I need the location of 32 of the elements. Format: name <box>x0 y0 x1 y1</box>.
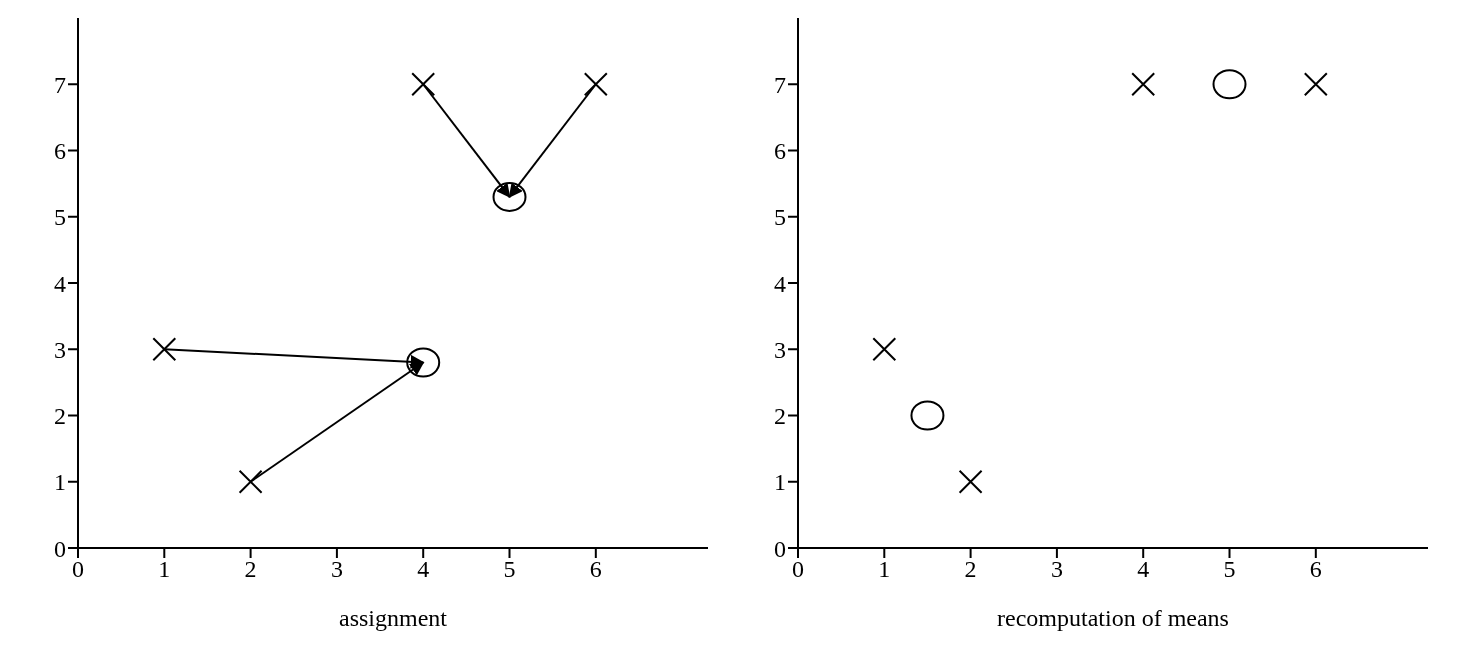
y-tick-label: 3 <box>774 336 786 363</box>
y-tick-label: 7 <box>54 71 66 98</box>
x-tick-label: 1 <box>158 556 171 583</box>
x-tick-label: 3 <box>330 556 343 583</box>
y-tick-label: 4 <box>54 270 66 297</box>
x-tick-label: 4 <box>417 556 430 583</box>
x-tick-label: 1 <box>878 556 891 583</box>
x-tick-label: 2 <box>244 556 257 583</box>
y-tick-label: 5 <box>54 204 66 231</box>
x-tick-label: 0 <box>72 556 84 583</box>
y-tick-label: 6 <box>54 138 66 165</box>
y-tick-label: 5 <box>774 204 786 231</box>
y-tick-label: 1 <box>54 469 66 496</box>
y-tick-label: 2 <box>774 403 786 430</box>
y-tick-label: 4 <box>774 270 786 297</box>
x-tick-label: 2 <box>964 556 977 583</box>
y-tick-label: 3 <box>54 336 66 363</box>
x-tick-label: 4 <box>1137 556 1150 583</box>
x-tick-label: 5 <box>503 556 516 583</box>
y-tick-label: 7 <box>774 71 786 98</box>
x-tick-label: 0 <box>792 556 804 583</box>
x-tick-label: 5 <box>1223 556 1236 583</box>
y-tick-label: 0 <box>54 535 66 562</box>
x-tick-label: 3 <box>1050 556 1063 583</box>
x-axis-title: assignment <box>339 605 448 631</box>
x-axis-title: recomputation of means <box>997 605 1229 631</box>
x-tick-label: 6 <box>1309 556 1322 583</box>
x-tick-label: 6 <box>589 556 602 583</box>
y-tick-label: 2 <box>54 403 66 430</box>
y-tick-label: 0 <box>774 535 786 562</box>
y-tick-label: 1 <box>774 469 786 496</box>
y-tick-label: 6 <box>774 138 786 165</box>
